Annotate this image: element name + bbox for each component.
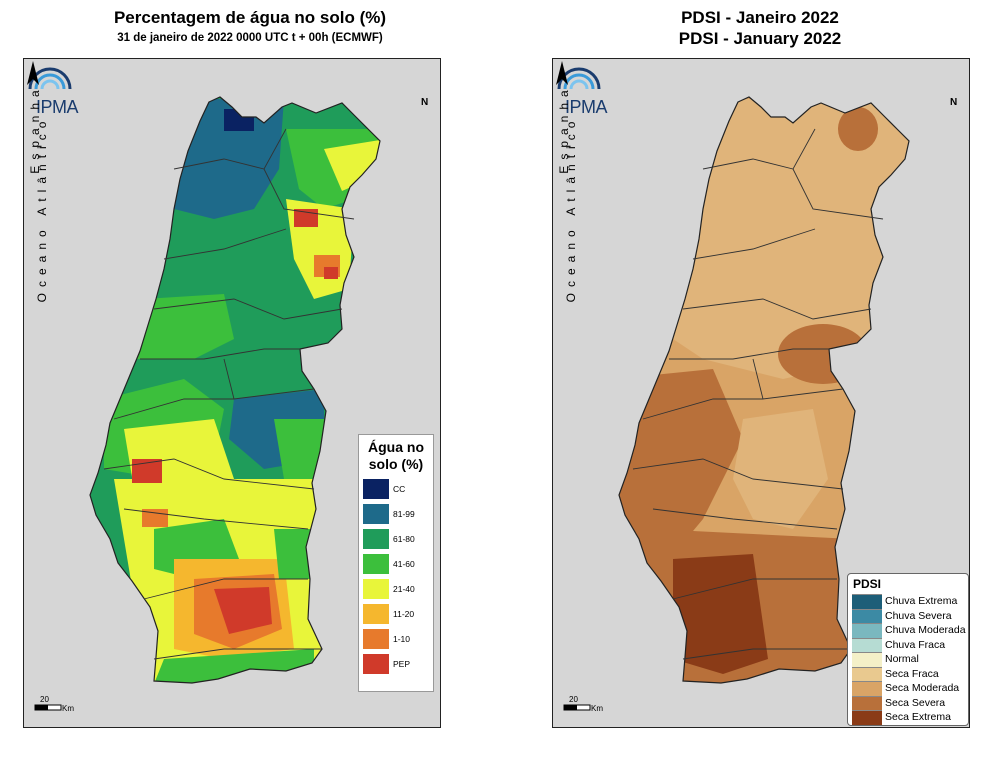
right-map-title-en: PDSI - January 2022 (678, 29, 842, 48)
ocean-label: Oceano Atlântico (564, 116, 578, 303)
district-borders (632, 128, 884, 660)
legend-item: 61-80 (363, 529, 433, 549)
zone-41-60-c (134, 294, 234, 359)
left-map-panel: IPMA N Oceano Atlântico Espanha 20 Km Ág… (23, 58, 441, 728)
ipma-logo-text: IPMA (36, 97, 79, 117)
left-map-subtitle: 31 de janeiro de 2022 0000 UTC t + 00h (… (117, 32, 383, 44)
legend-item: 41-60 (363, 554, 433, 574)
legend-item: 21-40 (363, 579, 433, 599)
legend-item: Seca Extrema (852, 710, 969, 725)
zone-pep-e (324, 267, 338, 279)
legend-item: Chuva Extrema (852, 594, 969, 609)
right-map-title-pt: PDSI - Janeiro 2022 (681, 8, 839, 27)
legend-title-line2: solo (%) (368, 456, 424, 472)
pdsi-legend: PDSI Chuva Extrema Chuva Severa Chuva Mo… (847, 573, 969, 726)
north-label: N (421, 97, 429, 108)
zone-81-99 (174, 99, 284, 219)
legend-item: Seca Severa (852, 695, 969, 711)
ipma-logo-icon (28, 67, 72, 90)
zone-pep-s (214, 587, 272, 634)
svg-text:Oceano Atlântico: Oceano Atlântico (564, 116, 578, 303)
legend-item: Chuva Moderada (852, 623, 969, 638)
zone-cc (224, 109, 254, 131)
left-map-title: Percentagem de água no solo (%) (113, 8, 387, 27)
legend-item: 1-10 (363, 629, 433, 649)
zone-pep-ne (294, 209, 318, 227)
north-arrow-icon (27, 61, 39, 85)
scale-bar: 20 Km (34, 695, 94, 721)
legend-item: 11-20 (363, 604, 433, 624)
north-label: N (950, 97, 958, 108)
ipma-logo-text: IPMA (565, 97, 608, 117)
legend-title: PDSI (853, 577, 882, 591)
soil-water-map (89, 96, 381, 684)
zone-41-60-se (274, 529, 322, 579)
legend-item: Chuva Fraca (852, 637, 969, 653)
legend-item: 81-99 (363, 504, 433, 524)
svg-text:Oceano Atlântico: Oceano Atlântico (35, 116, 49, 303)
zone-41-60-c2 (274, 419, 324, 489)
legend-item: Chuva Severa (852, 608, 969, 624)
zone-seca-extrema-s (673, 554, 768, 674)
scale-bar: 20 Km (563, 695, 623, 721)
legend-item: PEP (363, 654, 433, 674)
legend-title-line1: Água no (368, 439, 424, 455)
legend-item: Normal (852, 652, 969, 667)
legend-item: Seca Fraca (852, 666, 969, 682)
svg-text:Espanha: Espanha (557, 84, 571, 173)
district-borders (103, 128, 355, 660)
spain-label: Espanha (28, 84, 42, 173)
svg-text:Espanha: Espanha (28, 84, 42, 173)
ocean-label: Oceano Atlântico (35, 116, 49, 303)
legend-item: Seca Moderada (852, 681, 969, 696)
zone-seca-severa-w (619, 369, 743, 579)
zone-seca-severa-c (778, 324, 868, 384)
zone-seca-moderada-n (673, 99, 909, 379)
north-arrow-icon (556, 61, 568, 85)
spain-label: Espanha (557, 84, 571, 173)
zone-seca-moderada-c (733, 409, 828, 529)
zone-seca-severa-ne (838, 107, 878, 151)
right-map-panel: IPMA N Oceano Atlântico Espanha 20 Km PD… (552, 58, 970, 728)
soil-water-legend: Água no solo (%) CC 81-99 61-80 41-60 21… (358, 434, 434, 692)
legend-item: CC (363, 479, 433, 499)
ipma-logo-icon (557, 67, 601, 90)
